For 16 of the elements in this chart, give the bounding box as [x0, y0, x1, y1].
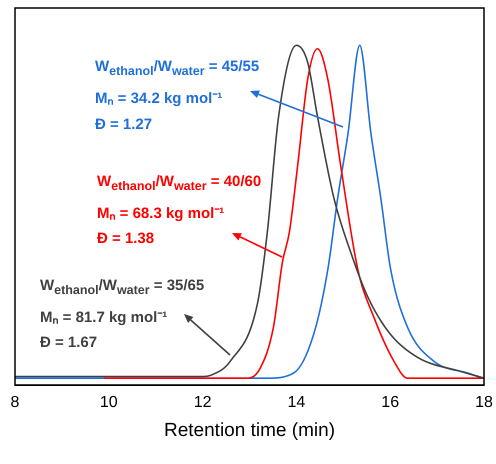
annotation: W$_{ethanol}$/W$_{water}$ = 40/60 — [97, 173, 262, 193]
x-tick-label: 10 — [100, 394, 118, 412]
annotation: W$_{ethanol}$/W$_{water}$ = 45/55 — [95, 58, 260, 78]
annotation: Đ = 1.27 — [95, 116, 152, 133]
annotation: Mₙ = 81.7 kg mol⁻¹ — [40, 308, 168, 326]
x-axis-title: Retention time (min) — [164, 420, 336, 441]
x-tick-label: 18 — [475, 394, 493, 412]
annotation: Đ = 1.67 — [40, 334, 98, 351]
x-tick-label: 12 — [194, 394, 212, 412]
annotation: Mₙ = 34.2 kg mol⁻¹ — [95, 89, 222, 107]
x-tick-label: 8 — [10, 394, 20, 412]
annotation: Mₙ = 68.3 kg mol⁻¹ — [97, 204, 224, 222]
annotation: W$_{ethanol}$/W$_{water}$ = 35/65 — [40, 277, 204, 297]
x-tick-label: 14 — [288, 394, 306, 412]
annotation: Đ = 1.38 — [97, 230, 154, 247]
x-tick-label: 16 — [381, 394, 400, 412]
